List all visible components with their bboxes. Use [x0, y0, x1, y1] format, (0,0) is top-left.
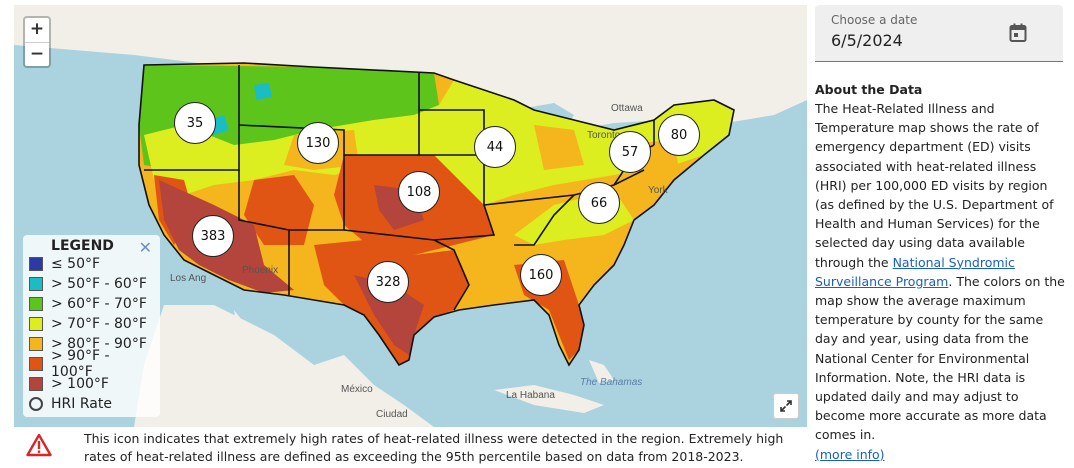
about-text-before: The Heat-Related Illness and Temperature…: [815, 101, 1054, 270]
fullscreen-button[interactable]: [773, 393, 799, 419]
more-info-link[interactable]: (more info): [815, 446, 885, 462]
legend-label: > 70°F - 80°F: [51, 316, 147, 332]
place-label-phoenix: Phoenix: [242, 265, 279, 276]
legend-item: > 80°F - 90°F: [29, 334, 154, 354]
heat-map[interactable]: Ottawa Toronto York Phoenix Los Ang Méxi…: [14, 5, 807, 427]
legend-label: ≤ 50°F: [51, 256, 101, 272]
map-basemap: [14, 5, 807, 427]
legend-swatch: [29, 337, 43, 351]
hri-marker-region-6[interactable]: 328: [367, 261, 409, 303]
place-label-bahamas: The Bahamas: [580, 377, 643, 388]
place-label-ottawa: Ottawa: [611, 103, 643, 114]
legend-item: > 70°F - 80°F: [29, 314, 154, 334]
place-label-ciudad: Ciudad: [376, 409, 408, 420]
hri-marker-region-4[interactable]: 160: [520, 254, 562, 296]
hri-marker-region-5[interactable]: 44: [474, 126, 516, 168]
date-input-value[interactable]: 6/5/2024: [831, 31, 903, 50]
legend-label: > 50°F - 60°F: [51, 276, 147, 292]
place-label-york: York: [648, 185, 668, 196]
legend-label: > 80°F - 90°F: [51, 336, 147, 352]
legend-swatch: [29, 377, 43, 391]
hri-marker-region-7[interactable]: 108: [398, 171, 440, 213]
place-label-mexico: México: [341, 384, 373, 395]
zoom-in-button[interactable]: +: [29, 19, 45, 39]
about-title: About the Data: [815, 82, 923, 97]
about-panel: About the Data The Heat-Related Illness …: [815, 80, 1070, 464]
hri-marker-region-3[interactable]: 66: [578, 182, 620, 224]
hri-marker-region-10[interactable]: 35: [174, 102, 216, 144]
legend-swatch: [29, 297, 43, 311]
legend-swatch: [29, 357, 43, 371]
legend-item-hri: HRI Rate: [29, 394, 154, 414]
hri-marker-region-9[interactable]: 383: [192, 215, 234, 257]
legend-close-button[interactable]: ✕: [138, 238, 152, 257]
legend-label: > 60°F - 70°F: [51, 296, 147, 312]
calendar-icon[interactable]: [1009, 23, 1027, 43]
map-legend: LEGEND ✕ ≤ 50°F > 50°F - 60°F > 60°F - 7…: [23, 235, 160, 417]
hri-circle-icon: [29, 397, 43, 411]
nssp-link[interactable]: National Syndromic Surveillance Program: [815, 254, 1015, 289]
legend-label: > 100°F: [51, 376, 109, 392]
extreme-hri-note: This icon indicates that extremely high …: [84, 431, 784, 464]
date-input[interactable]: Choose a date 6/5/2024: [815, 5, 1063, 62]
legend-item: > 60°F - 70°F: [29, 294, 154, 314]
hri-marker-region-8[interactable]: 130: [297, 122, 339, 164]
legend-item: ≤ 50°F: [29, 254, 154, 274]
warning-triangle-icon: [26, 433, 52, 457]
place-label-toronto: Toronto: [587, 130, 621, 141]
legend-swatch: [29, 277, 43, 291]
about-body: The Heat-Related Illness and Temperature…: [815, 99, 1070, 445]
zoom-out-button[interactable]: −: [25, 42, 49, 66]
about-text-after: . The colors on the map show the average…: [815, 273, 1065, 443]
place-label-los-angeles: Los Ang: [170, 273, 207, 284]
legend-item: > 100°F: [29, 374, 154, 394]
expand-icon: [780, 400, 792, 412]
legend-item: > 50°F - 60°F: [29, 274, 154, 294]
legend-label: > 90°F - 100°F: [51, 348, 110, 380]
zoom-control: + −: [23, 16, 51, 68]
legend-title: LEGEND: [51, 238, 114, 254]
hri-marker-region-2[interactable]: 57: [609, 131, 651, 173]
hri-marker-region-1[interactable]: 80: [658, 114, 700, 156]
place-label-la-habana: La Habana: [506, 390, 555, 401]
legend-swatch: [29, 317, 43, 331]
legend-item: > 90°F - 100°F: [29, 348, 154, 380]
date-input-label: Choose a date: [831, 13, 918, 27]
legend-label: HRI Rate: [51, 396, 112, 412]
legend-swatch: [29, 257, 43, 271]
